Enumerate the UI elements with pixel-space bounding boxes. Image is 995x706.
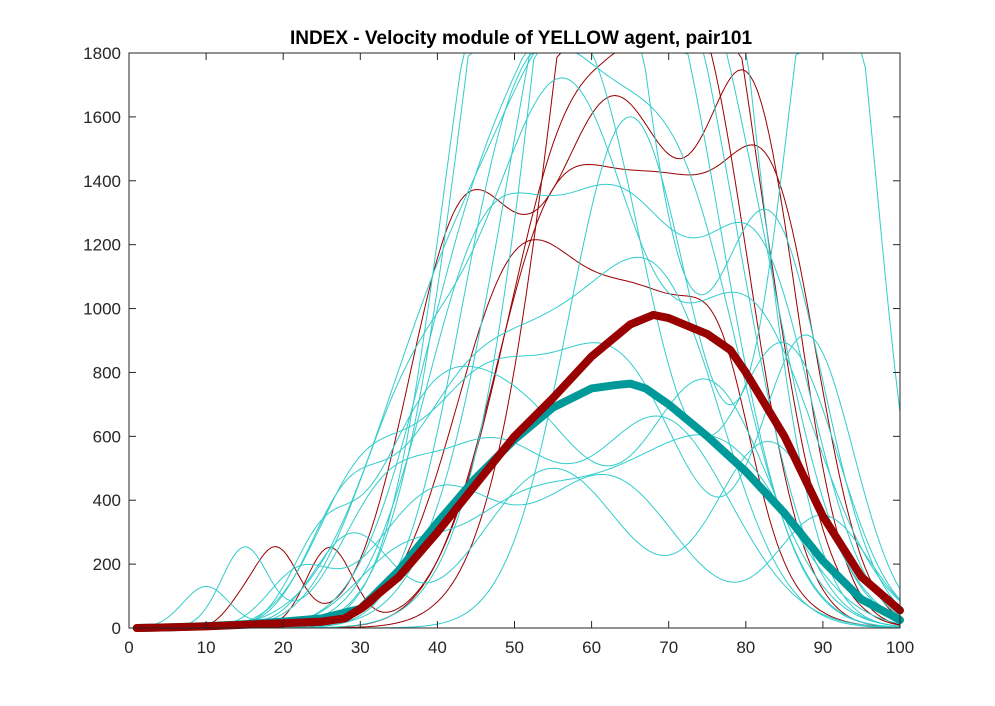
trial-line-15 — [136, 256, 901, 629]
x-tick-label: 90 — [813, 638, 832, 657]
chart-title: INDEX - Velocity module of YELLOW agent,… — [290, 28, 753, 49]
x-tick-label: 20 — [274, 638, 293, 657]
x-tick-label: 50 — [505, 638, 524, 657]
x-tick-label: 80 — [736, 638, 755, 657]
x-tick-label: 10 — [197, 638, 216, 657]
x-tick-label: 0 — [124, 638, 133, 657]
x-tick-label: 30 — [351, 638, 370, 657]
trial-line-17 — [136, 415, 901, 629]
y-tick-label: 1800 — [83, 44, 121, 63]
mean-line-red — [132, 310, 904, 632]
axes: 0 10 20 30 40 50 60 70 80 90 100020040060080010001… — [83, 44, 914, 657]
x-tick-label: 40 — [428, 638, 447, 657]
y-tick-label: 600 — [93, 427, 121, 446]
y-tick-label: 1000 — [83, 300, 121, 319]
y-tick-label: 400 — [93, 491, 121, 510]
y-tick-label: 800 — [93, 363, 121, 382]
y-tick-label: 1600 — [83, 108, 121, 127]
x-tick-label: 100 — [886, 638, 914, 657]
trial-line-12 — [136, 52, 901, 629]
y-tick-label: 1200 — [83, 236, 121, 255]
y-tick-label: 1400 — [83, 172, 121, 191]
x-tick-label: 60 — [582, 638, 601, 657]
y-tick-label: 0 — [112, 619, 121, 638]
trial-line-1 — [136, 69, 901, 629]
y-tick-label: 200 — [93, 555, 121, 574]
trial-line-19 — [136, 474, 901, 629]
x-tick-label: 70 — [659, 638, 678, 657]
